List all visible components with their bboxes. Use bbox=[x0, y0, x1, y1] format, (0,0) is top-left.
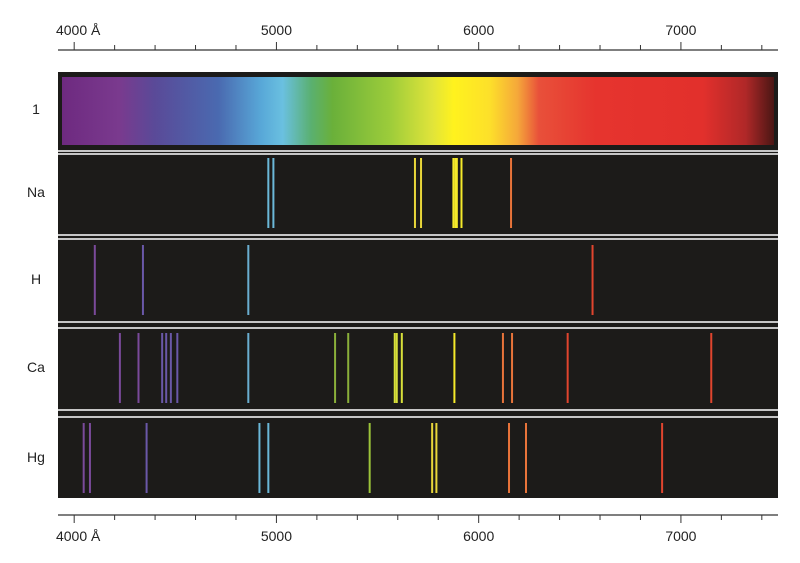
top-wavelength-axis: 4000 Å 5000 6000 7000 bbox=[56, 22, 778, 51]
spectrum-row-1-label: 1 bbox=[32, 101, 40, 117]
top-tick-label: 4000 Å bbox=[56, 22, 101, 38]
top-tick-label: 6000 bbox=[463, 22, 494, 38]
bottom-tick-label: 4000 Å bbox=[56, 528, 101, 544]
bottom-tick-label: 6000 bbox=[463, 528, 494, 544]
spectrum-row-na-label: Na bbox=[27, 184, 45, 200]
bottom-wavelength-axis: 4000 Å 5000 6000 7000 bbox=[56, 514, 778, 544]
spectrum-row-h-label: H bbox=[30, 271, 42, 287]
row-separator-band bbox=[58, 321, 778, 329]
row-separator-band bbox=[58, 409, 778, 418]
continuous-spectrum bbox=[62, 77, 774, 145]
spectrum-row-hg-label: Hg bbox=[27, 449, 45, 465]
bottom-tick-label: 7000 bbox=[665, 528, 696, 544]
spectra-panels bbox=[58, 72, 778, 498]
row-separator-band bbox=[58, 234, 778, 240]
top-tick-label: 7000 bbox=[665, 22, 696, 38]
bottom-tick-label: 5000 bbox=[261, 528, 292, 544]
row-separator-band bbox=[58, 150, 778, 155]
spectrum-row-ca-label: Ca bbox=[27, 359, 45, 375]
top-tick-label: 5000 bbox=[261, 22, 292, 38]
